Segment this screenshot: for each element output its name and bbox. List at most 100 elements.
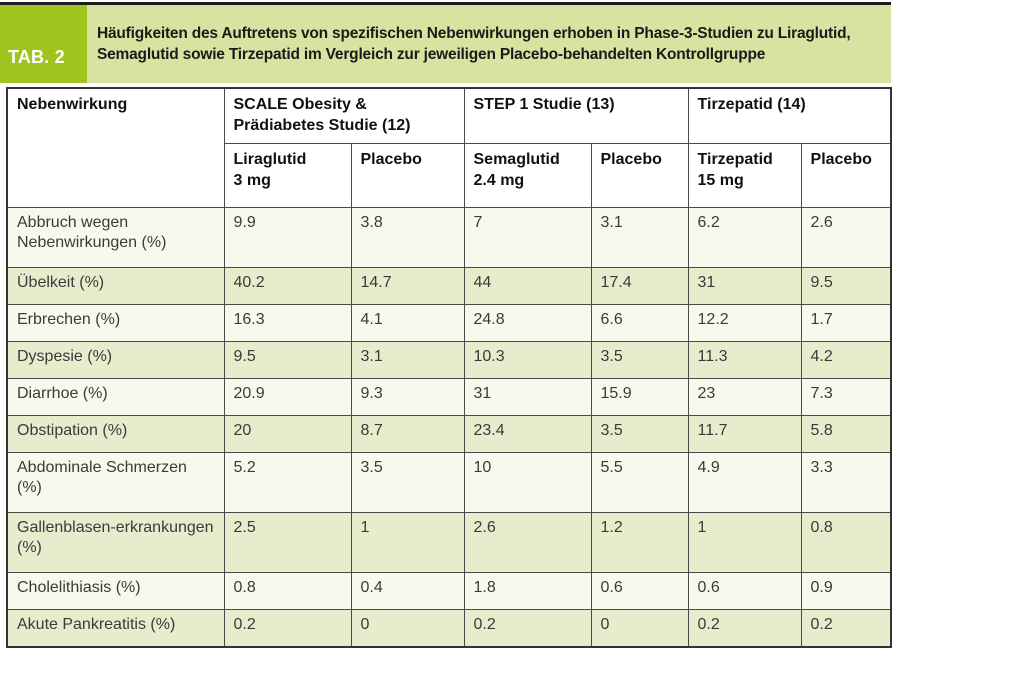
- cell-placebo-1-value: 0: [350, 609, 465, 647]
- cell-liraglutid-value: 2.5: [223, 512, 352, 573]
- cell-placebo-3-value: 0.2: [800, 609, 892, 647]
- study-group-header-tirzepatid: Tirzepatid (14): [687, 87, 892, 144]
- cell-placebo-3-value: 4.2: [800, 341, 892, 379]
- table-row: Obstipation (%) 20 8.7 23.4 3.5 11.7 5.8: [6, 415, 892, 453]
- column-header-nebenwirkung: Nebenwirkung: [6, 87, 225, 208]
- table-row: Dyspesie (%) 9.5 3.1 10.3 3.5 11.3 4.2: [6, 341, 892, 379]
- cell-tirzepatid-value: 11.7: [687, 415, 802, 453]
- table-row: Akute Pankreatitis (%) 0.2 0 0.2 0 0.2 0…: [6, 609, 892, 647]
- cell-placebo-1-value: 4.1: [350, 304, 465, 342]
- cell-placebo-1-value: 14.7: [350, 267, 465, 305]
- top-border-rule: [0, 2, 891, 5]
- row-label-nebenwirkung: Diarrhoe (%): [6, 378, 225, 416]
- cell-placebo-2-value: 17.4: [590, 267, 689, 305]
- cell-placebo-2-value: 15.9: [590, 378, 689, 416]
- row-label-nebenwirkung: Übelkeit (%): [6, 267, 225, 305]
- column-header-tirzepatid: Tirzepatid 15 mg: [687, 143, 802, 208]
- side-effects-table: Nebenwirkung SCALE Obesity & Prädiabetes…: [6, 87, 893, 648]
- cell-tirzepatid-value: 12.2: [687, 304, 802, 342]
- table-row: Cholelithiasis (%) 0.8 0.4 1.8 0.6 0.6 0…: [6, 572, 892, 610]
- column-header-drug-name: Placebo: [810, 151, 872, 168]
- table-body: Abbruch wegen Nebenwirkungen (%) 9.9 3.8…: [6, 207, 892, 647]
- column-header-drug-name: Semaglutid: [473, 151, 560, 168]
- column-header-dose: 3 mg: [233, 172, 271, 189]
- cell-semaglutid-value: 7: [463, 207, 592, 268]
- cell-placebo-2-value: 6.6: [590, 304, 689, 342]
- cell-semaglutid-value: 2.6: [463, 512, 592, 573]
- table-subcolumn-header-row: Liraglutid 3 mg Placebo Semaglutid 2.4 m…: [7, 143, 892, 208]
- cell-semaglutid-value: 23.4: [463, 415, 592, 453]
- cell-placebo-1-value: 8.7: [350, 415, 465, 453]
- study-group-header-scale: SCALE Obesity & Prädiabetes Studie (12): [223, 87, 465, 144]
- row-label-nebenwirkung: Erbrechen (%): [6, 304, 225, 342]
- column-header-placebo-3: Placebo: [800, 143, 892, 208]
- cell-liraglutid-value: 20: [223, 415, 352, 453]
- row-label-nebenwirkung: Cholelithiasis (%): [6, 572, 225, 610]
- cell-liraglutid-value: 0.8: [223, 572, 352, 610]
- cell-tirzepatid-value: 23: [687, 378, 802, 416]
- cell-placebo-1-value: 3.5: [350, 452, 465, 513]
- cell-placebo-3-value: 1.7: [800, 304, 892, 342]
- cell-placebo-2-value: 1.2: [590, 512, 689, 573]
- table-row: Abdominale Schmerzen (%) 5.2 3.5 10 5.5 …: [6, 452, 892, 513]
- row-label-nebenwirkung: Obstipation (%): [6, 415, 225, 453]
- table-row: Übelkeit (%) 40.2 14.7 44 17.4 31 9.5: [6, 267, 892, 305]
- table-row: Abbruch wegen Nebenwirkungen (%) 9.9 3.8…: [6, 207, 892, 268]
- cell-placebo-2-value: 0: [590, 609, 689, 647]
- cell-placebo-1-value: 9.3: [350, 378, 465, 416]
- figure-header-band: TAB. 2 Häufigkeiten des Auftretens von s…: [0, 5, 891, 83]
- table-group-header-row: Nebenwirkung SCALE Obesity & Prädiabetes…: [6, 87, 892, 208]
- cell-tirzepatid-value: 6.2: [687, 207, 802, 268]
- cell-placebo-2-value: 3.1: [590, 207, 689, 268]
- cell-placebo-3-value: 0.8: [800, 512, 892, 573]
- cell-placebo-3-value: 3.3: [800, 452, 892, 513]
- cell-tirzepatid-value: 0.6: [687, 572, 802, 610]
- cell-liraglutid-value: 9.9: [223, 207, 352, 268]
- cell-placebo-1-value: 1: [350, 512, 465, 573]
- column-header-liraglutid: Liraglutid 3 mg: [223, 143, 352, 208]
- cell-liraglutid-value: 0.2: [223, 609, 352, 647]
- cell-placebo-3-value: 7.3: [800, 378, 892, 416]
- cell-placebo-2-value: 3.5: [590, 415, 689, 453]
- cell-placebo-3-value: 0.9: [800, 572, 892, 610]
- cell-tirzepatid-value: 1: [687, 512, 802, 573]
- row-label-nebenwirkung: Abdominale Schmerzen (%): [6, 452, 225, 513]
- column-header-placebo-2: Placebo: [590, 143, 689, 208]
- cell-placebo-3-value: 9.5: [800, 267, 892, 305]
- cell-liraglutid-value: 5.2: [223, 452, 352, 513]
- table-row: Diarrhoe (%) 20.9 9.3 31 15.9 23 7.3: [6, 378, 892, 416]
- cell-placebo-1-value: 0.4: [350, 572, 465, 610]
- row-label-nebenwirkung: Abbruch wegen Nebenwirkungen (%): [6, 207, 225, 268]
- column-header-drug-name: Placebo: [600, 151, 662, 168]
- figure-title-line-1: Häufigkeiten des Auftretens von spezifis…: [97, 25, 851, 42]
- cell-tirzepatid-value: 31: [687, 267, 802, 305]
- row-label-nebenwirkung: Gallenblasen-erkrankungen (%): [6, 512, 225, 573]
- row-label-nebenwirkung: Akute Pankreatitis (%): [6, 609, 225, 647]
- cell-semaglutid-value: 0.2: [463, 609, 592, 647]
- table-header: Nebenwirkung SCALE Obesity & Prädiabetes…: [6, 87, 892, 208]
- cell-liraglutid-value: 9.5: [223, 341, 352, 379]
- cell-placebo-1-value: 3.8: [350, 207, 465, 268]
- cell-placebo-2-value: 3.5: [590, 341, 689, 379]
- cell-placebo-3-value: 2.6: [800, 207, 892, 268]
- cell-semaglutid-value: 1.8: [463, 572, 592, 610]
- cell-semaglutid-value: 44: [463, 267, 592, 305]
- column-header-drug-name: Placebo: [360, 151, 422, 168]
- column-header-semaglutid: Semaglutid 2.4 mg: [463, 143, 592, 208]
- cell-liraglutid-value: 40.2: [223, 267, 352, 305]
- cell-semaglutid-value: 10: [463, 452, 592, 513]
- column-header-dose: 15 mg: [697, 172, 744, 189]
- cell-semaglutid-value: 24.8: [463, 304, 592, 342]
- tab-number-box: TAB. 2: [0, 5, 87, 83]
- row-label-nebenwirkung: Dyspesie (%): [6, 341, 225, 379]
- column-header-drug-name: Liraglutid: [233, 151, 307, 168]
- cell-placebo-2-value: 0.6: [590, 572, 689, 610]
- cell-semaglutid-value: 10.3: [463, 341, 592, 379]
- cell-placebo-2-value: 5.5: [590, 452, 689, 513]
- cell-liraglutid-value: 16.3: [223, 304, 352, 342]
- cell-placebo-3-value: 5.8: [800, 415, 892, 453]
- cell-tirzepatid-value: 4.9: [687, 452, 802, 513]
- cell-tirzepatid-value: 11.3: [687, 341, 802, 379]
- figure-title-line-2: Semaglutid sowie Tirzepatid im Vergleich…: [97, 46, 766, 63]
